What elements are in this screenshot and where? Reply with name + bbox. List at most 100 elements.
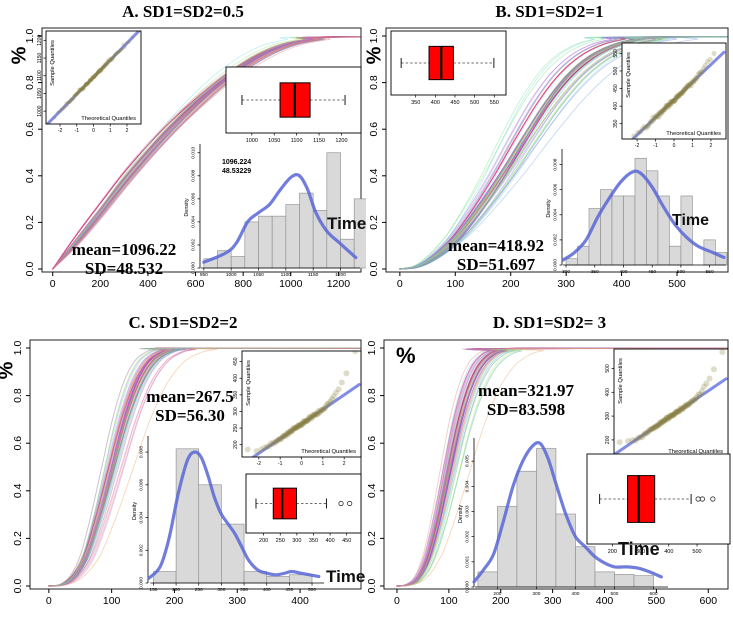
svg-text:500: 500 — [605, 364, 611, 373]
svg-text:300: 300 — [562, 269, 570, 275]
svg-text:0.4: 0.4 — [366, 483, 378, 498]
svg-text:500: 500 — [613, 67, 619, 76]
svg-text:0.003: 0.003 — [465, 505, 471, 517]
svg-text:300: 300 — [532, 591, 540, 597]
svg-text:1.0: 1.0 — [12, 341, 24, 356]
svg-text:400: 400 — [664, 549, 673, 555]
svg-text:400: 400 — [596, 595, 614, 607]
sd-value: SD=51.697 — [456, 255, 536, 275]
svg-text:1000: 1000 — [246, 138, 258, 144]
svg-text:2: 2 — [343, 461, 346, 467]
svg-text:Theoretical Quantiles: Theoretical Quantiles — [81, 116, 136, 122]
histogram-inset: 200 300 400 500 600 0.000 0.001 0.002 0.003 0.004… — [458, 438, 668, 597]
svg-text:1150: 1150 — [37, 52, 43, 63]
svg-text:1150: 1150 — [313, 138, 325, 144]
svg-text:0.005: 0.005 — [465, 455, 471, 467]
svg-text:Sample Quantiles: Sample Quantiles — [50, 40, 56, 86]
panel-c-percent-axis-label: % — [0, 362, 18, 380]
svg-text:1100: 1100 — [281, 272, 292, 278]
svg-text:200: 200 — [166, 595, 184, 607]
panel-c-time-label: Time — [326, 567, 366, 586]
svg-text:300: 300 — [544, 595, 562, 607]
svg-text:Density: Density — [546, 199, 552, 218]
panel-d-mean-sd-annotation: mean=321.97 SD=83.598 — [478, 381, 574, 419]
panel-b-title: B. SD1=SD2=1 — [495, 2, 604, 21]
svg-text:200: 200 — [92, 278, 110, 290]
panel-b-plot-svg: 0 100 200 300 400 500 0.0 0.2 0.4 0.6 0.8 1.0 300 350… — [368, 27, 729, 290]
svg-text:450: 450 — [342, 538, 351, 544]
panel-d: 0 100 200 300 400 500 600 0.0 0.2 0.4 0.6 0.8 1.0 200… — [366, 311, 733, 622]
svg-text:550: 550 — [613, 49, 619, 58]
svg-text:0.000: 0.000 — [191, 262, 197, 274]
svg-text:Sample Quantiles: Sample Quantiles — [626, 52, 632, 98]
svg-text:-1: -1 — [278, 461, 283, 467]
main-axes: 0 100 200 300 400 0.0 0.2 0.4 0.6 0.8 1.0 — [12, 339, 362, 607]
svg-text:400: 400 — [139, 278, 157, 290]
svg-text:0: 0 — [673, 143, 676, 149]
svg-text:0.001: 0.001 — [465, 555, 471, 567]
svg-text:0: 0 — [50, 278, 56, 290]
svg-text:300: 300 — [557, 278, 575, 290]
svg-text:Density: Density — [458, 505, 464, 524]
svg-text:0.4: 0.4 — [12, 483, 24, 498]
svg-text:1100: 1100 — [37, 70, 43, 81]
svg-text:0.000: 0.000 — [465, 581, 471, 593]
svg-text:0.4: 0.4 — [24, 168, 36, 183]
svg-text:0: 0 — [397, 278, 403, 290]
boxplot-inset: 200 300 400 500 — [586, 453, 731, 555]
svg-text:0.006: 0.006 — [191, 193, 197, 205]
qq-inset: 1000 1050 1100 1150 1200 -2 -1 0 1 2 Sample Quanti… — [37, 30, 142, 134]
svg-text:250: 250 — [233, 424, 239, 433]
svg-text:1000: 1000 — [37, 105, 43, 116]
svg-text:1100: 1100 — [291, 138, 303, 144]
svg-text:550: 550 — [706, 269, 714, 275]
svg-text:1: 1 — [321, 461, 324, 467]
boxplot-inset: 200 250 300 350 400 450 — [245, 473, 362, 544]
svg-text:200: 200 — [492, 595, 510, 607]
svg-text:150: 150 — [149, 587, 157, 593]
svg-text:0.004: 0.004 — [465, 480, 471, 492]
panel-d-title: D. SD1=SD2= 3 — [492, 313, 607, 332]
svg-text:0.008: 0.008 — [139, 446, 145, 458]
cdf-curves — [48, 347, 361, 587]
svg-text:100: 100 — [440, 595, 458, 607]
svg-text:400: 400 — [263, 587, 271, 593]
svg-text:0.000: 0.000 — [139, 577, 145, 589]
svg-text:0.002: 0.002 — [465, 530, 471, 542]
svg-text:Sample Quantiles: Sample Quantiles — [246, 360, 252, 406]
svg-text:0.008: 0.008 — [191, 169, 197, 181]
panel-a-plot-svg: 0 200 400 600 800 1000 12000.00.20.40.60.81.09… — [24, 27, 366, 290]
svg-text:100: 100 — [103, 595, 121, 607]
svg-text:-2: -2 — [635, 143, 640, 149]
svg-text:0: 0 — [394, 595, 400, 607]
svg-text:200: 200 — [233, 440, 239, 449]
svg-text:1: 1 — [109, 128, 112, 134]
svg-text:350: 350 — [591, 269, 599, 275]
svg-text:450: 450 — [613, 84, 619, 93]
svg-text:1: 1 — [691, 143, 694, 149]
svg-text:0.0: 0.0 — [368, 262, 380, 277]
svg-text:0.6: 0.6 — [12, 436, 24, 451]
svg-text:1000: 1000 — [279, 278, 303, 290]
hist-annotation-mean: 1096.224 — [222, 159, 252, 166]
svg-text:0: 0 — [300, 461, 303, 467]
boxplot-inset: 350 400 450 500 550 — [390, 30, 507, 106]
svg-text:200: 200 — [608, 549, 617, 555]
svg-text:200: 200 — [502, 278, 520, 290]
svg-text:500: 500 — [668, 278, 686, 290]
panel-c: 0 100 200 300 400 0.0 0.2 0.4 0.6 0.8 1.0 150 200 250… — [0, 311, 366, 622]
svg-text:1.0: 1.0 — [24, 29, 36, 44]
svg-text:200: 200 — [605, 436, 611, 445]
svg-text:350: 350 — [613, 119, 619, 128]
svg-text:500: 500 — [470, 100, 479, 106]
svg-text:0.6: 0.6 — [368, 122, 380, 137]
svg-text:450: 450 — [285, 587, 293, 593]
svg-text:400: 400 — [619, 269, 627, 275]
panel-a-title: A. SD1=SD2=0.5 — [122, 2, 244, 21]
svg-text:1050: 1050 — [253, 272, 264, 278]
svg-text:400: 400 — [291, 595, 309, 607]
svg-text:1200: 1200 — [335, 272, 346, 278]
svg-text:400: 400 — [571, 591, 579, 597]
